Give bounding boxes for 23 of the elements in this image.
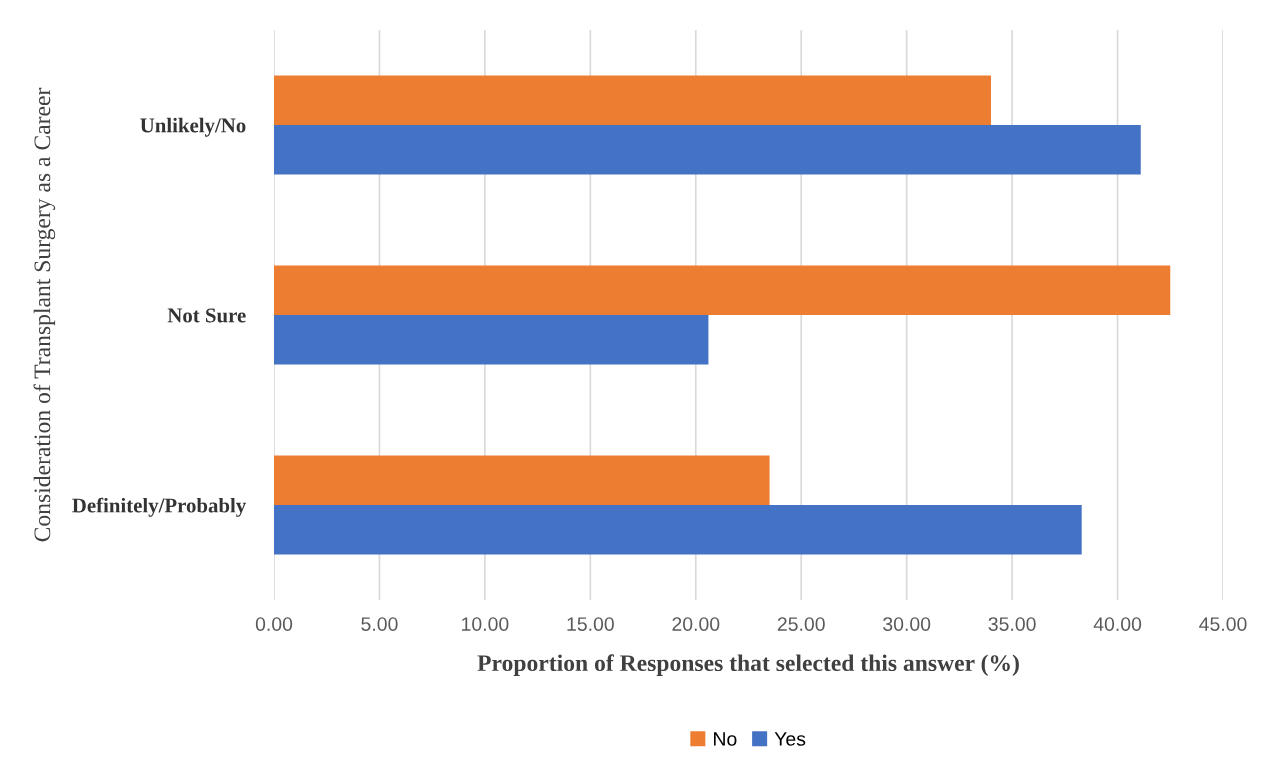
- x-tick-label: 5.00: [361, 617, 398, 631]
- y-axis-title: Consideration of Transplant Surgery as a Career: [33, 87, 56, 542]
- x-axis-title: Proportion of Responses that selected this answer (%): [477, 654, 1019, 676]
- bar: [274, 455, 770, 505]
- y-tick-label: Definitely/Probably: [72, 497, 247, 517]
- legend-label: No: [714, 732, 737, 746]
- bar: [274, 265, 1171, 315]
- x-tick-label: 35.00: [988, 617, 1036, 631]
- bar: [274, 125, 1141, 175]
- bar: [274, 315, 709, 365]
- x-tick-label: 10.00: [462, 617, 509, 631]
- x-tick-label: 0.00: [255, 617, 293, 631]
- bar: [274, 505, 1082, 555]
- x-tick-label: 30.00: [883, 617, 931, 631]
- bar: [274, 75, 992, 125]
- x-tick-label: 15.00: [567, 617, 614, 631]
- x-tick-label: 25.00: [777, 617, 825, 631]
- x-tick-label: 40.00: [1093, 617, 1142, 631]
- x-tick-label: 20.00: [672, 617, 720, 631]
- legend-label: Yes: [774, 732, 806, 746]
- y-tick-label: Unlikely/No: [140, 117, 246, 137]
- x-tick-label: 45.00: [1199, 617, 1247, 631]
- y-tick-label: Not Sure: [167, 308, 246, 323]
